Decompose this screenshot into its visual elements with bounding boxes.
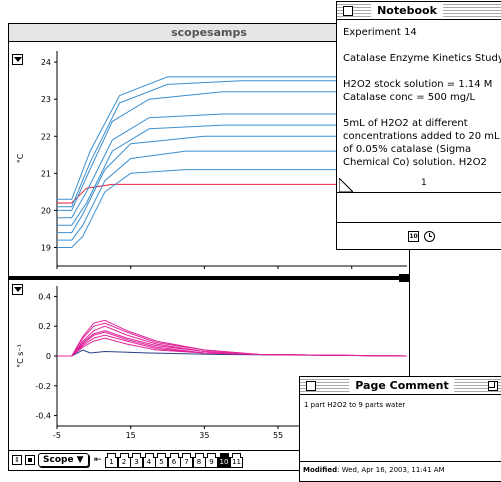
y-tick-label: 0.2 [38, 322, 51, 331]
notebook-line: of 0.05% catalase (Sigma [343, 144, 472, 155]
series-line [57, 150, 407, 241]
y-tick-label: 22 [41, 132, 51, 141]
y-tick-label: 0.4 [38, 292, 51, 301]
page-tab-6[interactable]: 6 [167, 453, 181, 468]
page-tab-label: 2 [121, 458, 127, 466]
page-comment-titlebar[interactable]: Page Comment [300, 377, 501, 395]
notebook-line [343, 104, 501, 117]
y-tick-label: 23 [41, 95, 51, 104]
page-tab-9[interactable]: 9 [205, 453, 218, 468]
series-line [57, 80, 407, 208]
page-tab-label: 11 [232, 458, 241, 466]
notebook-line [343, 39, 501, 52]
notebook-title: Notebook [371, 3, 443, 18]
page-tab-label: 10 [219, 458, 229, 466]
series-line [57, 76, 407, 200]
y-tick-label: 19 [41, 243, 51, 252]
series-line [57, 325, 408, 357]
notebook-titlebar[interactable]: Notebook [337, 2, 501, 20]
y-tick-label: -0.2 [35, 382, 51, 391]
scroll-arrows-icon[interactable]: ⇕ [12, 455, 22, 465]
series-line [57, 169, 407, 248]
page-tab-8[interactable]: 8 [192, 453, 206, 468]
page-view-icon[interactable] [25, 455, 35, 465]
modified-value: : Wed, Apr 16, 2003, 11:41 AM [337, 466, 445, 474]
y-tick-label: 20 [41, 206, 51, 215]
close-box-icon[interactable] [306, 381, 316, 391]
temperature-chart: 19 20 21 22 23 24 °C [16, 51, 407, 269]
notebook-window[interactable]: Notebook Experiment 14 Catalase Enzyme K… [336, 1, 501, 250]
scope-titlebar[interactable]: scopesamps [9, 24, 409, 42]
notebook-line: Catalase conc = 500 mg/L [343, 92, 476, 103]
pane-splitter[interactable] [9, 276, 409, 280]
y-axis-label: °C s⁻¹ [16, 344, 25, 368]
page-tab-5[interactable]: 5 [155, 453, 168, 468]
page-tabs: 1 2 3 4 5 6 7 8 9 10 11 [105, 451, 255, 471]
page-corner-icon[interactable] [339, 178, 353, 192]
notebook-text: Experiment 14 Catalase Enzyme Kinetics S… [343, 26, 501, 169]
y-axis-label: °C [16, 153, 25, 163]
page-tab-label: 5 [159, 458, 164, 466]
splitter-handle[interactable] [399, 274, 409, 282]
series-line [57, 91, 407, 211]
x-tick-label: 15 [126, 431, 136, 440]
page-tab-7[interactable]: 7 [180, 453, 193, 468]
page-comment-text[interactable]: 1 part H2O2 to 9 parts water [304, 401, 406, 409]
page-tab-3[interactable]: 3 [130, 453, 143, 468]
notebook-page-number: 1 [421, 178, 427, 188]
modified-line: Modified: Wed, Apr 16, 2003, 11:41 AM [303, 466, 445, 474]
x-tick-label: 55 [273, 431, 283, 440]
y-tick-label: -0.4 [35, 412, 51, 421]
series-line [57, 124, 407, 226]
rate-chart: -0.4-0.200.20.4-515355575°C s⁻¹s [16, 286, 408, 448]
page-tab-10[interactable]: 10 [217, 453, 231, 468]
x-tick-label: -5 [53, 431, 61, 440]
notebook-line [343, 65, 501, 78]
scroll-left-icon[interactable]: ⇤ [94, 455, 102, 465]
notebook-divider-2 [337, 222, 501, 223]
page-tab-2[interactable]: 2 [117, 453, 131, 468]
temperature-pane: 19 20 21 22 23 24 °C [9, 43, 409, 276]
series-line [57, 135, 407, 234]
scope-dropdown[interactable]: Scope ▼ [38, 453, 89, 467]
notebook-line: concentrations added to 20 mL [343, 131, 500, 142]
y-tick-label: 21 [41, 169, 51, 178]
page-tab-label: 8 [196, 458, 202, 466]
x-tick-label: 35 [199, 431, 209, 440]
zoom-box-icon[interactable] [488, 381, 498, 391]
page-tab-4[interactable]: 4 [142, 453, 156, 468]
page-tab-label: 3 [134, 458, 139, 466]
close-box-icon[interactable] [343, 6, 353, 16]
page-tab-label: 4 [146, 458, 152, 466]
series-line [57, 113, 407, 219]
rate-pane-menu-button[interactable] [12, 284, 23, 295]
notebook-line: Catalase Enzyme Kinetics Study [343, 53, 501, 64]
temperature-pane-menu-button[interactable] [12, 54, 23, 65]
page-tab-label: 6 [171, 458, 177, 466]
page-tab-label: 7 [184, 458, 189, 466]
notebook-line: Experiment 14 [343, 27, 417, 38]
rate-pane: -0.4-0.200.20.4-515355575°C s⁻¹s [9, 280, 409, 451]
scope-window-title: scopesamps [165, 25, 253, 40]
notebook-line: Chemical Co) solution. H2O2 [343, 157, 487, 168]
page-comment-window[interactable]: Page Comment 1 part H2O2 to 9 parts wate… [299, 376, 501, 482]
page-comment-divider [300, 461, 501, 462]
page-tab-label: 9 [209, 458, 214, 466]
page-tab-1[interactable]: 1 [105, 453, 118, 468]
notebook-line: H2O2 stock solution = 1.14 M [343, 79, 493, 90]
page-tab-11[interactable]: 11 [230, 453, 243, 468]
notebook-content[interactable]: Experiment 14 Catalase Enzyme Kinetics S… [343, 26, 501, 176]
page-comment-title: Page Comment [349, 378, 455, 393]
series-line [57, 183, 407, 204]
y-tick-label: 0 [46, 352, 51, 361]
page-tab-label: 1 [109, 458, 114, 466]
y-tick-label: 24 [41, 58, 51, 67]
scope-dropdown-label: Scope ▼ [43, 455, 84, 465]
notebook-line: 5mL of H2O2 at different [343, 118, 468, 129]
notebook-divider [337, 192, 501, 193]
series-line [57, 319, 408, 357]
modified-label: Modified [303, 466, 338, 474]
clock-icon[interactable] [424, 231, 435, 242]
calendar-icon[interactable]: 10 [408, 231, 419, 242]
